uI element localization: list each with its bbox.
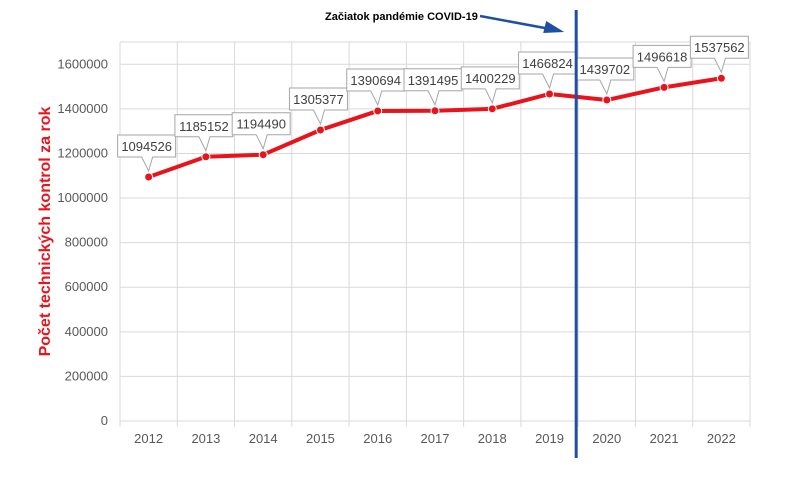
x-tick-label: 2013 (191, 431, 220, 446)
axes: 0 200000 400000 600000 800000 1000000 1200000 1… (57, 56, 751, 446)
data-label-callout: 1466824 (518, 51, 578, 90)
data-label-callout: 1391495 (403, 68, 463, 107)
covid-arrow-shaft (479, 14, 551, 31)
covid-arrow-head (543, 21, 565, 33)
data-label: 1094526 (121, 139, 172, 154)
covid-annotation-text: Začiatok pandémie COVID-19 (325, 11, 478, 23)
data-label: 1439702 (580, 62, 631, 77)
data-label-box (689, 35, 749, 74)
data-label: 1305377 (293, 92, 344, 107)
x-tick-label: 2016 (363, 431, 392, 446)
data-point (487, 104, 497, 114)
data-point (258, 150, 268, 160)
y-tick-label: 800000 (65, 235, 108, 250)
data-label: 1390694 (350, 73, 401, 88)
data-label: 1391495 (408, 73, 459, 88)
y-axis-label: Počet technických kontrol za rok (37, 106, 54, 356)
x-tick-label: 2017 (421, 431, 450, 446)
data-point (430, 106, 440, 116)
y-tick-label: 1400000 (57, 101, 108, 116)
annotation-group: Začiatok pandémie COVID-19 (325, 10, 578, 458)
data-label-callout: 1194490 (231, 112, 291, 151)
data-label-box (117, 134, 177, 173)
data-label-callout: 1537562 (689, 35, 749, 74)
x-tick-label: 2019 (535, 431, 564, 446)
data-label: 1400229 (465, 71, 516, 86)
data-label: 1466824 (522, 56, 573, 71)
x-tick-label: 2018 (478, 431, 507, 446)
data-label: 1185152 (179, 119, 229, 134)
data-label-callout: 1185152 (174, 114, 234, 153)
data-labels: 1094526 1185152 1194490 1305377 1390694 13914… (117, 35, 749, 173)
data-label-callout: 1400229 (460, 66, 520, 105)
data-point (716, 73, 726, 83)
y-tick-label: 400000 (65, 324, 108, 339)
y-tick-label: 1000000 (57, 190, 108, 205)
x-tick-label: 2022 (707, 431, 736, 446)
data-point (201, 152, 211, 162)
x-tick-label: 2012 (134, 431, 163, 446)
data-label-callout: 1496618 (632, 44, 692, 83)
y-tick-label: 1200000 (57, 145, 108, 160)
data-label-callout: 1390694 (346, 68, 406, 107)
x-tick-label: 2020 (592, 431, 621, 446)
data-label-callout: 1094526 (117, 134, 177, 173)
x-tick-label: 2021 (650, 431, 679, 446)
x-tick-label: 2015 (306, 431, 335, 446)
data-label-callout: 1305377 (288, 87, 348, 126)
data-point (315, 125, 325, 135)
data-point (373, 106, 383, 116)
x-tick-label: 2014 (249, 431, 278, 446)
data-point (659, 82, 669, 92)
data-point (545, 89, 555, 99)
data-label-box (231, 112, 291, 151)
y-tick-label: 200000 (65, 368, 108, 383)
y-tick-label: 600000 (65, 279, 108, 294)
data-label-callout: 1439702 (575, 57, 635, 96)
data-point (144, 172, 154, 182)
y-tick-label: 0 (101, 413, 108, 428)
series-line (144, 73, 726, 182)
data-label: 1496618 (637, 49, 688, 64)
data-point (602, 95, 612, 105)
y-tick-label: 1600000 (57, 56, 108, 71)
data-label: 1537562 (694, 40, 745, 55)
data-label-box (288, 87, 348, 126)
data-label: 1194490 (236, 117, 286, 132)
grid (119, 41, 751, 422)
